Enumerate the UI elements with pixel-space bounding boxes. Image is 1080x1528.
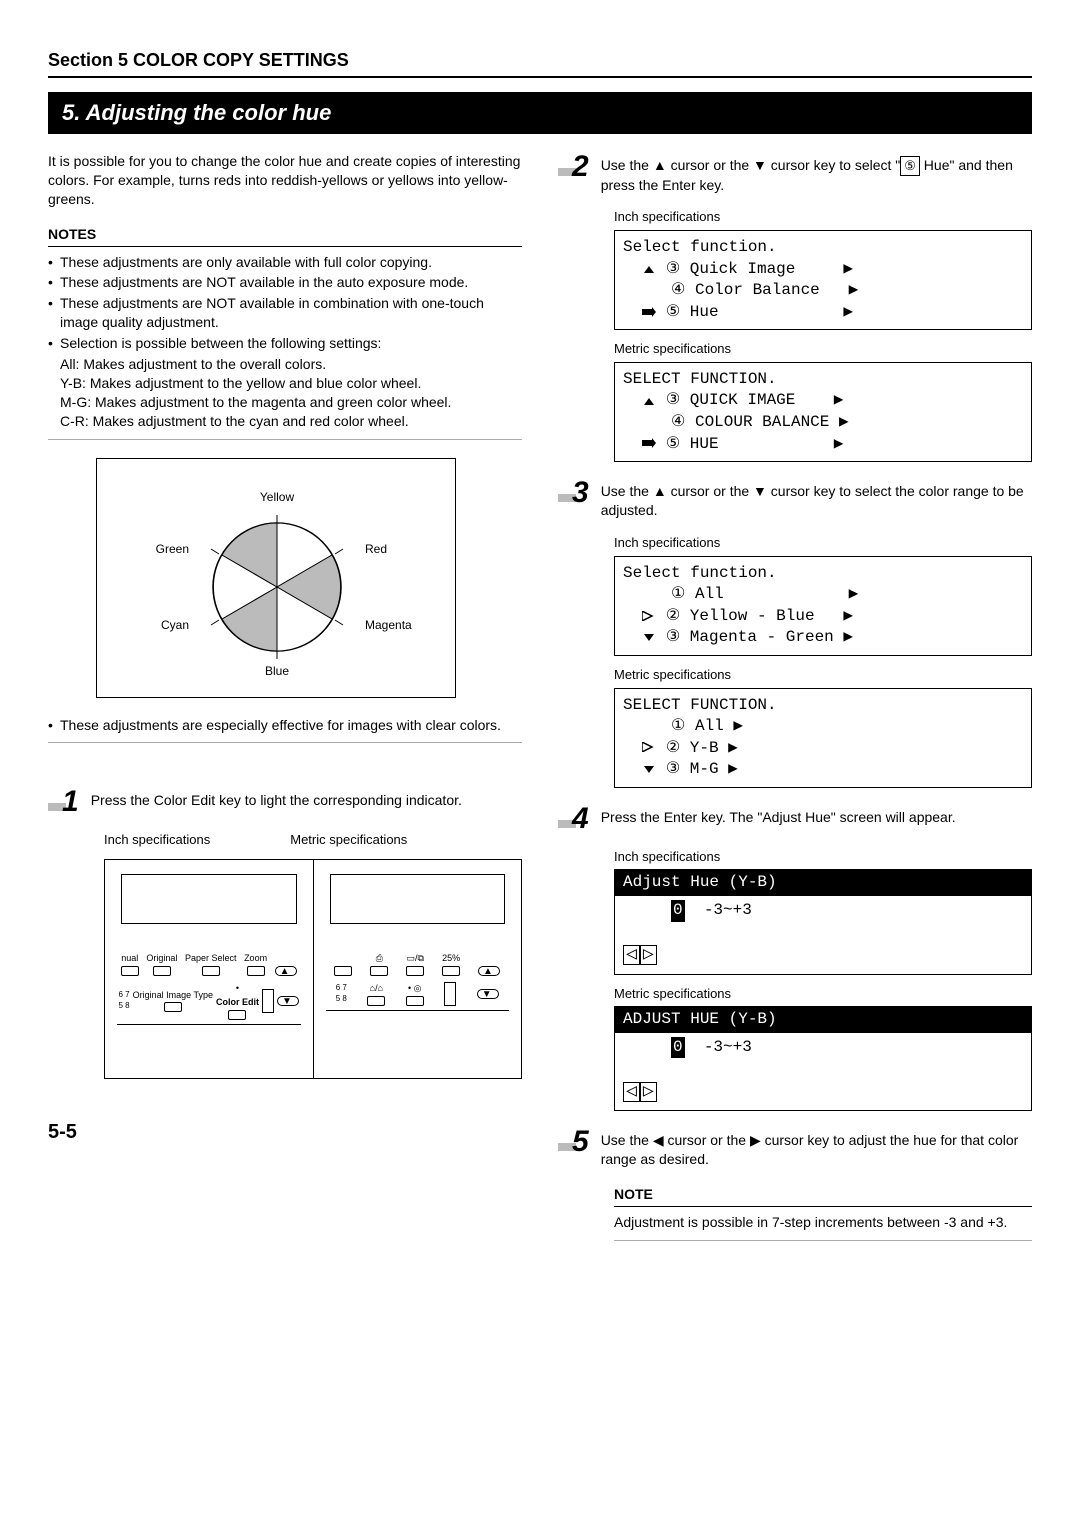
step-3-text: Use the ▲ cursor or the ▼ cursor key to …: [601, 478, 1032, 520]
wheel-label-yellow: Yellow: [260, 490, 295, 504]
notes-list: These adjustments are only available wit…: [48, 253, 522, 353]
setting-line: All: Makes adjustment to the overall col…: [48, 355, 522, 374]
step-4-text: Press the Enter key. The "Adjust Hue" sc…: [601, 804, 1032, 827]
wheel-label-red: Red: [365, 542, 387, 556]
step-3: 3 Use the ▲ cursor or the ▼ cursor key t…: [558, 478, 1032, 520]
page-number: 5-5: [48, 1119, 522, 1146]
wheel-label-cyan: Cyan: [161, 618, 189, 632]
step-2: 2 Use the ▲ cursor or the ▼ cursor key t…: [558, 152, 1032, 194]
note-text: Adjustment is possible in 7-step increme…: [614, 1213, 1032, 1232]
section-header: Section 5 COLOR COPY SETTINGS: [48, 48, 1032, 78]
notes-heading: NOTES: [48, 225, 522, 247]
setting-line: M-G: Makes adjustment to the magenta and…: [48, 393, 522, 412]
setting-line: C-R: Makes adjustment to the cyan and re…: [48, 412, 522, 431]
spec-label: Metric specifications: [614, 666, 1032, 684]
right-arrow-icon: ▷: [640, 1082, 657, 1102]
step-4: 4 Press the Enter key. The "Adjust Hue" …: [558, 804, 1032, 834]
footnote-list: These adjustments are especially effecti…: [48, 716, 522, 735]
spec-label: Metric specifications: [614, 985, 1032, 1003]
note-item: These adjustments are NOT available in c…: [48, 294, 522, 332]
spec-label: Inch specifications: [104, 831, 210, 849]
left-arrow-icon: ◁: [623, 945, 640, 965]
step-1-text: Press the Color Edit key to light the co…: [91, 787, 522, 810]
lcd-display: SELECT FUNCTION. ① All ▶ ② Y-B ▶ ③ M-G ▶: [614, 688, 1032, 788]
spec-label: Metric specifications: [614, 340, 1032, 358]
left-arrow-icon: ◁: [623, 1082, 640, 1102]
setting-line: Y-B: Makes adjustment to the yellow and …: [48, 374, 522, 393]
note-item: These adjustments are only available wit…: [48, 253, 522, 272]
spec-label: Inch specifications: [614, 848, 1032, 866]
note-heading: NOTE: [614, 1185, 1032, 1207]
step-5: 5 Use the ◀ cursor or the ▶ cursor key t…: [558, 1127, 1032, 1169]
lcd-display: ADJUST HUE (Y-B) 0 -3~+3 ◁▷: [614, 1006, 1032, 1111]
wheel-label-green: Green: [156, 542, 189, 556]
footnote: These adjustments are especially effecti…: [48, 716, 522, 735]
spec-label: Metric specifications: [290, 831, 407, 849]
lcd-display: Select function. ③ Quick Image ▶ ④ Color…: [614, 230, 1032, 330]
step-5-text: Use the ◀ cursor or the ▶ cursor key to …: [601, 1127, 1032, 1169]
wheel-label-blue: Blue: [265, 664, 289, 678]
note-item: These adjustments are NOT available in t…: [48, 273, 522, 292]
lcd-display: Select function. ① All ▶ ② Yellow - Blue…: [614, 556, 1032, 656]
control-panel-figure: nual Original Paper Select Zoom ▲ 6 75 8…: [104, 859, 522, 1079]
step-2-text: Use the ▲ cursor or the ▼ cursor key to …: [601, 152, 1032, 194]
page-title: 5. Adjusting the color hue: [48, 92, 1032, 134]
intro-text: It is possible for you to change the col…: [48, 152, 522, 209]
spec-label: Inch specifications: [614, 208, 1032, 226]
note-item: Selection is possible between the follow…: [48, 334, 522, 353]
wheel-label-magenta: Magenta: [365, 618, 412, 632]
spec-label: Inch specifications: [614, 534, 1032, 552]
lcd-display: Adjust Hue (Y-B) 0 -3~+3 ◁▷: [614, 869, 1032, 974]
color-wheel-figure: Yellow Red Magenta Blue Cyan Green: [96, 458, 456, 698]
lcd-display: SELECT FUNCTION. ③ QUICK IMAGE ▶ ④ COLOU…: [614, 362, 1032, 462]
right-arrow-icon: ▷: [640, 945, 657, 965]
step-1: 1 Press the Color Edit key to light the …: [48, 787, 522, 817]
